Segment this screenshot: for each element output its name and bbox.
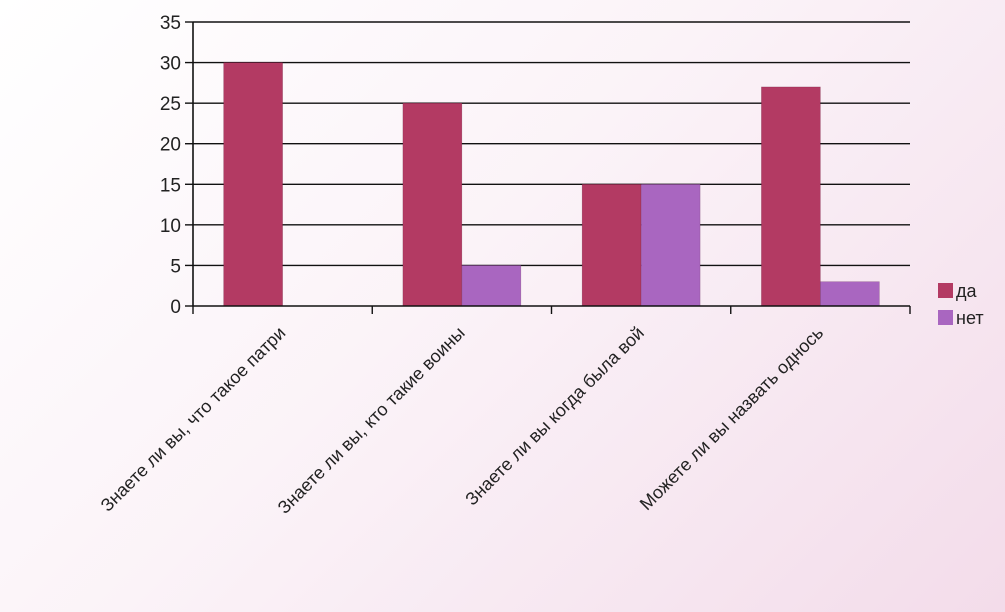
bar-da bbox=[402, 102, 463, 307]
legend-label: нет bbox=[956, 308, 984, 328]
bars bbox=[223, 62, 880, 307]
legend-label: да bbox=[956, 281, 978, 301]
legend-swatch bbox=[938, 283, 953, 298]
y-tick-label: 20 bbox=[160, 135, 181, 156]
y-tick-label: 0 bbox=[170, 297, 181, 318]
y-tick-labels: 0 5 10 15 20 25 30 35 bbox=[160, 13, 181, 318]
legend-swatch bbox=[938, 310, 953, 325]
bar-da bbox=[761, 86, 821, 307]
y-tick-label: 30 bbox=[160, 54, 181, 75]
y-tick-label: 35 bbox=[160, 13, 181, 34]
axes bbox=[185, 21, 911, 314]
bar-net bbox=[640, 183, 701, 307]
bar-da bbox=[223, 62, 283, 307]
x-category-label: Знаете ли вы, что такое патри bbox=[97, 323, 290, 516]
x-category-label: Можете ли вы назвать однось bbox=[636, 323, 827, 514]
bar-net bbox=[820, 281, 880, 307]
y-tick-label: 15 bbox=[160, 175, 181, 196]
bar-net bbox=[461, 265, 522, 307]
y-tick-label: 10 bbox=[160, 216, 181, 237]
y-tick-label: 5 bbox=[170, 256, 181, 277]
legend: да нет bbox=[938, 281, 984, 328]
grid-lines bbox=[193, 21, 910, 267]
y-tick-label: 25 bbox=[160, 94, 181, 115]
bar-da bbox=[581, 183, 642, 307]
x-category-label: Знаете ли вы когда была вой bbox=[461, 323, 648, 510]
x-category-label: Знаете ли вы, кто такие воины bbox=[274, 323, 469, 518]
